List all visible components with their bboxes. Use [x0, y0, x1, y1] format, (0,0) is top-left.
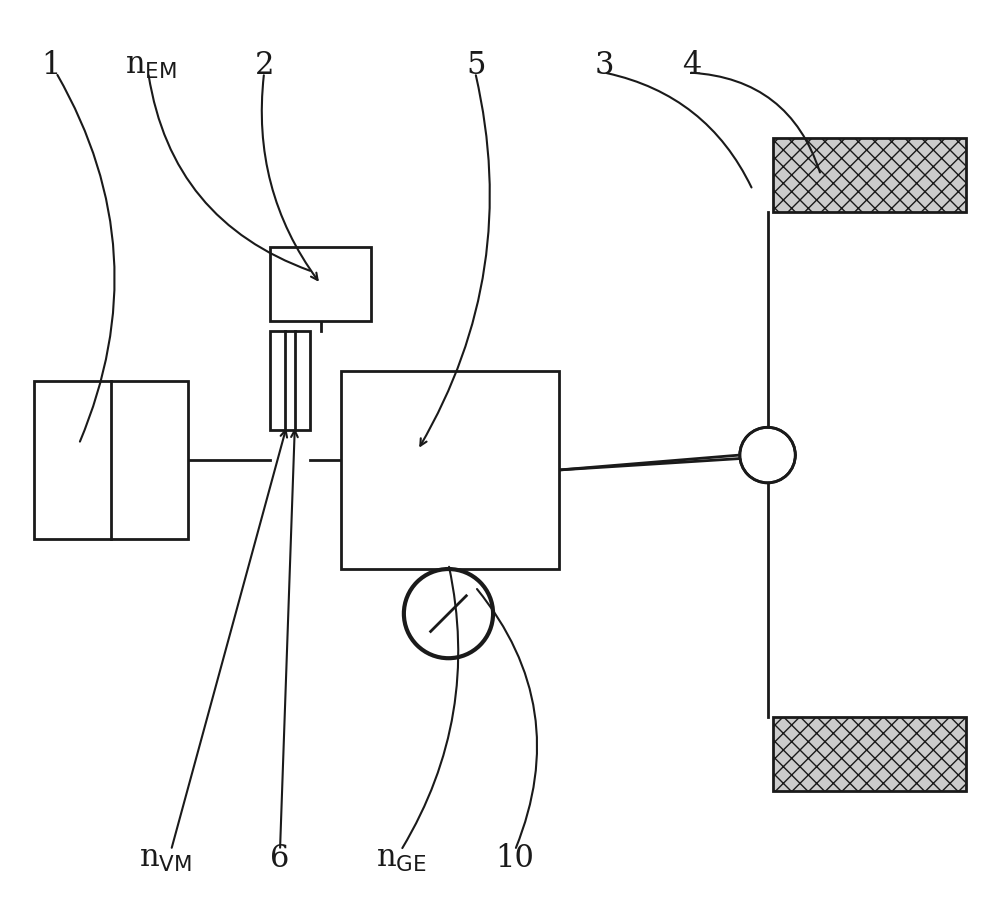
Bar — [34, 381, 188, 540]
Circle shape — [404, 569, 493, 658]
Bar — [270, 247, 371, 322]
Bar — [270, 331, 310, 431]
Text: 5: 5 — [466, 50, 486, 81]
Text: 4: 4 — [682, 50, 701, 81]
Text: n$_{\mathsf{VM}}$: n$_{\mathsf{VM}}$ — [139, 843, 192, 874]
Circle shape — [741, 429, 794, 481]
Bar — [773, 138, 966, 213]
Text: 6: 6 — [270, 843, 290, 874]
Text: n$_{\mathsf{EM}}$: n$_{\mathsf{EM}}$ — [125, 50, 177, 81]
Bar — [773, 717, 966, 791]
Text: 10: 10 — [495, 843, 534, 874]
Text: n$_{\mathsf{GE}}$: n$_{\mathsf{GE}}$ — [376, 843, 426, 874]
Text: 1: 1 — [41, 50, 61, 81]
Bar — [341, 371, 559, 569]
Text: 3: 3 — [594, 50, 614, 81]
Text: 2: 2 — [254, 50, 274, 81]
